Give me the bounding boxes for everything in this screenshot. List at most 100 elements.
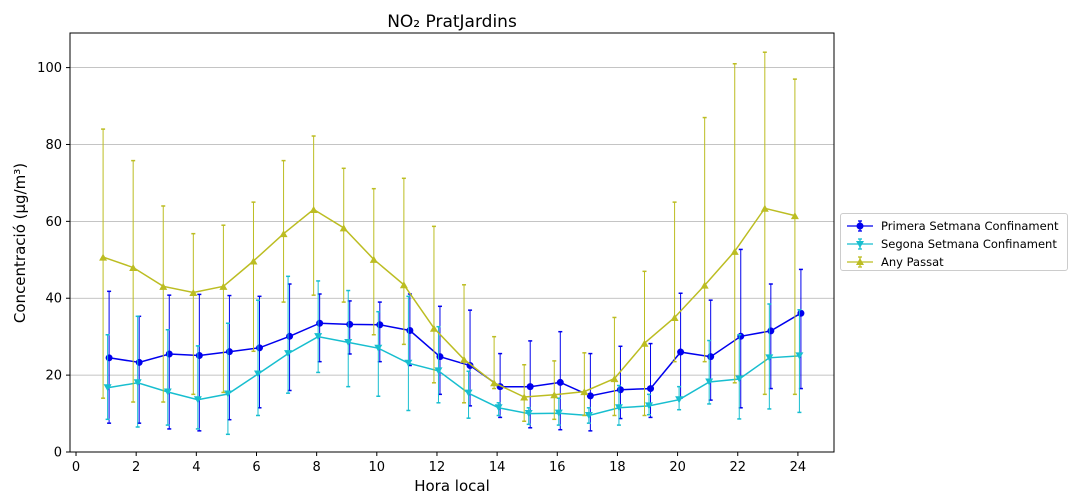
data-point: [99, 253, 108, 261]
series-1: [103, 275, 804, 436]
data-point: [767, 327, 775, 335]
error-bars: [101, 51, 797, 422]
x-tick-label: 24: [790, 460, 807, 475]
data-point: [730, 247, 739, 255]
x-tick-label: 4: [192, 460, 200, 475]
data-point: [700, 281, 709, 289]
data-point: [165, 350, 173, 358]
y-tick-label: 80: [45, 138, 62, 153]
data-point: [580, 388, 589, 396]
data-point: [434, 367, 443, 375]
data-point: [346, 320, 354, 328]
data-point: [616, 386, 624, 394]
data-point: [159, 282, 168, 290]
data-point: [735, 375, 744, 383]
data-point: [223, 390, 232, 398]
data-point: [707, 353, 715, 361]
x-tick-label: 20: [669, 460, 686, 475]
data-point: [760, 204, 769, 212]
data-point: [129, 263, 138, 271]
y-axis-ticks: 0 20 40 60 80 100: [37, 61, 70, 461]
data-point: [193, 396, 202, 404]
data-point: [670, 313, 679, 321]
y-tick-label: 100: [37, 61, 62, 76]
data-point: [374, 344, 383, 352]
data-point: [255, 344, 263, 352]
data-point: [253, 370, 262, 378]
y-axis-label: Concentració (µg/m³): [11, 163, 29, 323]
data-point: [135, 358, 143, 366]
data-point: [524, 410, 533, 418]
data-point: [705, 378, 714, 386]
data-point: [677, 348, 685, 356]
data-point: [279, 230, 288, 238]
data-point: [369, 255, 378, 263]
data-point: [249, 257, 258, 265]
data-point: [309, 205, 318, 213]
data-point: [765, 354, 774, 362]
x-tick-label: 8: [313, 460, 321, 475]
data-point: [344, 338, 353, 346]
data-point: [225, 348, 233, 356]
data-point: [376, 321, 384, 329]
data-point: [406, 327, 414, 335]
x-tick-label: 14: [489, 460, 506, 475]
data-point: [436, 353, 444, 361]
data-point: [219, 282, 228, 290]
x-tick-label: 2: [132, 460, 140, 475]
data-point: [584, 411, 593, 419]
data-point: [520, 393, 529, 401]
data-point: [316, 319, 324, 327]
x-tick-label: 10: [369, 460, 386, 475]
legend-marker-circle-icon: [847, 220, 873, 232]
y-tick-label: 40: [45, 292, 62, 307]
data-point: [399, 281, 408, 289]
data-point: [460, 355, 469, 363]
data-point: [490, 379, 499, 387]
data-point: [314, 333, 323, 341]
y-tick-label: 20: [45, 369, 62, 384]
legend-marker-triangle-up-icon: [847, 256, 873, 268]
data-point: [645, 402, 654, 410]
data-point: [339, 224, 348, 232]
x-tick-label: 18: [609, 460, 626, 475]
data-point: [404, 359, 413, 367]
data-point: [556, 378, 564, 386]
series-line: [108, 312, 802, 397]
x-tick-label: 0: [72, 460, 80, 475]
data-point: [640, 339, 649, 347]
x-tick-label: 16: [549, 460, 566, 475]
data-point: [790, 212, 799, 220]
data-point: [286, 332, 294, 340]
data-point: [586, 392, 594, 400]
data-point: [284, 350, 293, 358]
chart-title: NO₂ PratJardins: [387, 12, 517, 32]
error-bars: [105, 275, 802, 436]
legend-label: Primera Setmana Confinament: [881, 219, 1059, 233]
plot-frame: [69, 32, 835, 453]
x-axis-ticks: 0 2 4 6 8 10 12 14 16 18 20 22 24: [72, 452, 806, 475]
y-tick-label: 0: [54, 446, 62, 461]
data-point: [737, 332, 745, 340]
series-2: [99, 51, 799, 422]
legend-label: Any Passat: [881, 255, 944, 269]
series-line: [102, 207, 796, 398]
data-point: [466, 362, 474, 370]
data-point: [195, 352, 203, 360]
data-point: [647, 385, 655, 393]
data-point: [550, 391, 559, 399]
y-tick-label: 60: [45, 215, 62, 230]
data-point: [133, 379, 142, 387]
error-bars: [107, 248, 803, 432]
grid-lines: [70, 67, 834, 453]
data-point: [494, 404, 503, 412]
data-point: [429, 324, 438, 332]
x-axis-label: Hora local: [414, 477, 490, 495]
data-point: [614, 404, 623, 412]
x-tick-label: 22: [729, 460, 746, 475]
data-point: [189, 288, 198, 296]
plot-series: [99, 51, 805, 436]
series-0: [105, 248, 805, 432]
legend-marker-triangle-down-icon: [847, 238, 873, 250]
